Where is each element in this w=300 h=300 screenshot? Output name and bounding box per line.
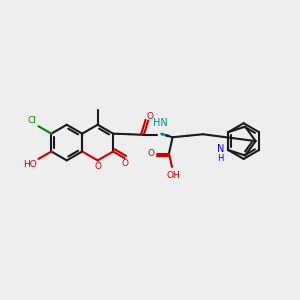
Text: H: H [217,154,223,163]
Text: N: N [217,144,225,154]
Text: O: O [147,149,154,158]
Text: O: O [122,159,129,168]
Text: O: O [94,162,101,171]
Text: HN: HN [153,118,167,128]
Text: Cl: Cl [27,116,36,125]
Text: HO: HO [23,160,37,169]
Text: O: O [146,112,153,121]
Text: OH: OH [166,171,180,180]
